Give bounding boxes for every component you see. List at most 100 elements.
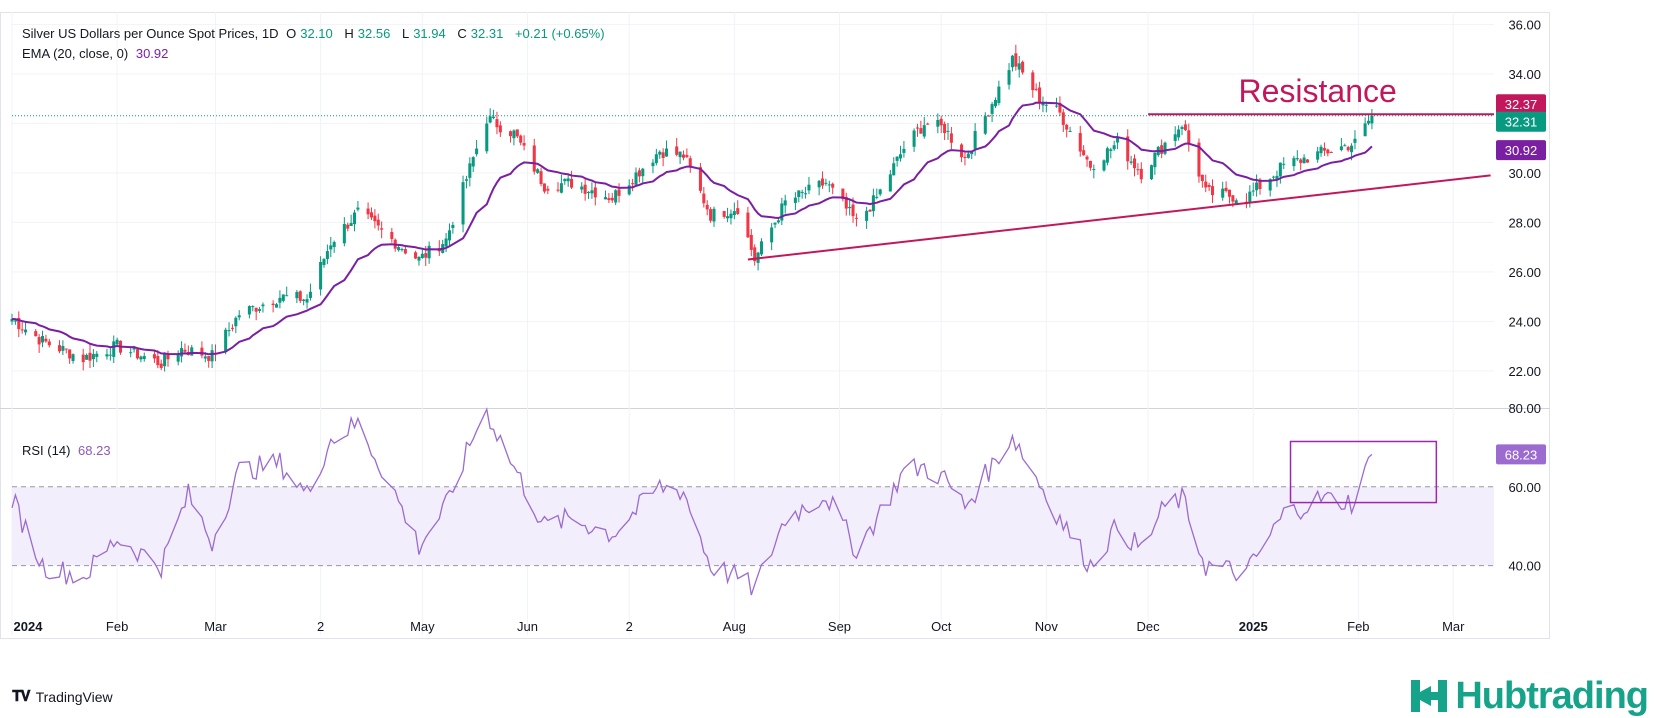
- time-axis-tick: Mar: [204, 619, 227, 634]
- candle-up: [112, 341, 116, 357]
- candle-up: [1370, 115, 1374, 124]
- candle-down: [1126, 136, 1130, 162]
- candle-down: [1139, 168, 1143, 180]
- candle-down: [346, 224, 350, 229]
- time-axis-tick: 2: [626, 619, 633, 634]
- candle-down: [607, 198, 611, 201]
- candle-up: [1268, 179, 1272, 191]
- candle-down: [705, 204, 709, 210]
- candle-down: [68, 349, 72, 359]
- time-axis-tick: Jun: [517, 619, 538, 634]
- candle-up: [397, 247, 401, 251]
- candle-down: [661, 152, 665, 158]
- candle-up: [892, 163, 896, 176]
- candle-down: [1329, 152, 1333, 154]
- candle-up: [827, 184, 831, 186]
- candle-up: [1010, 55, 1014, 68]
- candle-up: [586, 191, 591, 193]
- candle-down: [1132, 158, 1137, 169]
- candle-down: [57, 345, 62, 352]
- candle-down: [380, 228, 384, 230]
- candle-up: [902, 148, 906, 153]
- candle-down: [515, 129, 519, 137]
- candle-down: [366, 208, 370, 215]
- candle-down: [1034, 88, 1038, 90]
- candle-down: [698, 167, 702, 191]
- candle-down: [539, 171, 543, 184]
- candle-up: [1221, 188, 1225, 198]
- candle-up: [349, 223, 353, 227]
- candle-up: [973, 130, 977, 149]
- candle-up: [559, 183, 563, 193]
- hubtrading-text: Hubtrading: [1455, 674, 1649, 717]
- high-label: H: [344, 26, 354, 41]
- candle-up: [342, 224, 346, 244]
- candle-down: [685, 154, 689, 158]
- candle-down: [1197, 142, 1201, 177]
- candle-up: [447, 230, 452, 241]
- candle-up: [793, 197, 797, 203]
- candle-down: [369, 212, 374, 218]
- candle-down: [841, 188, 845, 200]
- candle-up: [807, 184, 811, 191]
- candle-down: [166, 354, 170, 360]
- candle-up: [1272, 176, 1276, 178]
- candle-down: [709, 209, 713, 221]
- tradingview-brand[interactable]: 𝐓𝐕 TradingView: [12, 688, 113, 705]
- candle-up: [1319, 146, 1323, 154]
- open-value: 32.10: [300, 26, 333, 41]
- candle-up: [247, 306, 251, 315]
- close-label: C: [457, 26, 467, 41]
- candle-down: [688, 158, 692, 168]
- candle-down: [373, 215, 377, 222]
- candle-up: [302, 299, 306, 302]
- candle-up: [1068, 131, 1072, 133]
- price-label-ema: [1496, 140, 1546, 161]
- candle-up: [281, 294, 285, 301]
- candle-up: [875, 196, 879, 198]
- candle-down: [1227, 189, 1232, 197]
- candle-up: [261, 304, 265, 307]
- candle-up: [227, 330, 231, 332]
- support-trendline: [747, 174, 1491, 261]
- candle-up: [1282, 163, 1286, 165]
- time-axis-tick: Dec: [1137, 619, 1161, 634]
- time-axis-tick: 2024: [14, 619, 44, 634]
- candle-up: [420, 253, 424, 259]
- time-axis-tick: Feb: [106, 619, 128, 634]
- candle-down: [949, 133, 953, 143]
- candle-up: [878, 189, 882, 195]
- candle-down: [532, 145, 536, 172]
- candle-up: [203, 356, 207, 359]
- candle-up: [658, 151, 662, 155]
- candle-up: [946, 130, 950, 132]
- candle-down: [681, 154, 686, 158]
- candle-down: [1085, 156, 1089, 160]
- candle-up: [678, 151, 682, 158]
- candle-up: [352, 212, 357, 225]
- rsi-legend: RSI (14) 68.23: [22, 443, 115, 458]
- candle-up: [1092, 169, 1096, 171]
- candle-up: [797, 190, 801, 198]
- symbol-title: Silver US Dollars per Ounce Spot Prices,…: [22, 26, 279, 41]
- candle-up: [614, 190, 618, 203]
- chart-frame: [0, 12, 1550, 639]
- candle-down: [1224, 187, 1228, 192]
- candle-down: [37, 337, 41, 345]
- candle-up: [24, 329, 28, 333]
- candle-down: [722, 211, 726, 217]
- price-axis-tick: 36.00: [1508, 17, 1541, 32]
- candle-down: [522, 143, 526, 146]
- candle-up: [563, 178, 567, 182]
- candle-up: [590, 190, 594, 194]
- candle-up: [461, 182, 465, 225]
- candle-up: [817, 180, 821, 188]
- price-label-last: [1496, 111, 1546, 132]
- candle-up: [329, 245, 333, 250]
- candle-up: [1251, 190, 1255, 192]
- candle-up: [865, 210, 869, 221]
- candle-down: [1014, 53, 1018, 67]
- candle-down: [610, 197, 614, 201]
- candle-up: [485, 123, 489, 152]
- candle-up: [319, 261, 323, 290]
